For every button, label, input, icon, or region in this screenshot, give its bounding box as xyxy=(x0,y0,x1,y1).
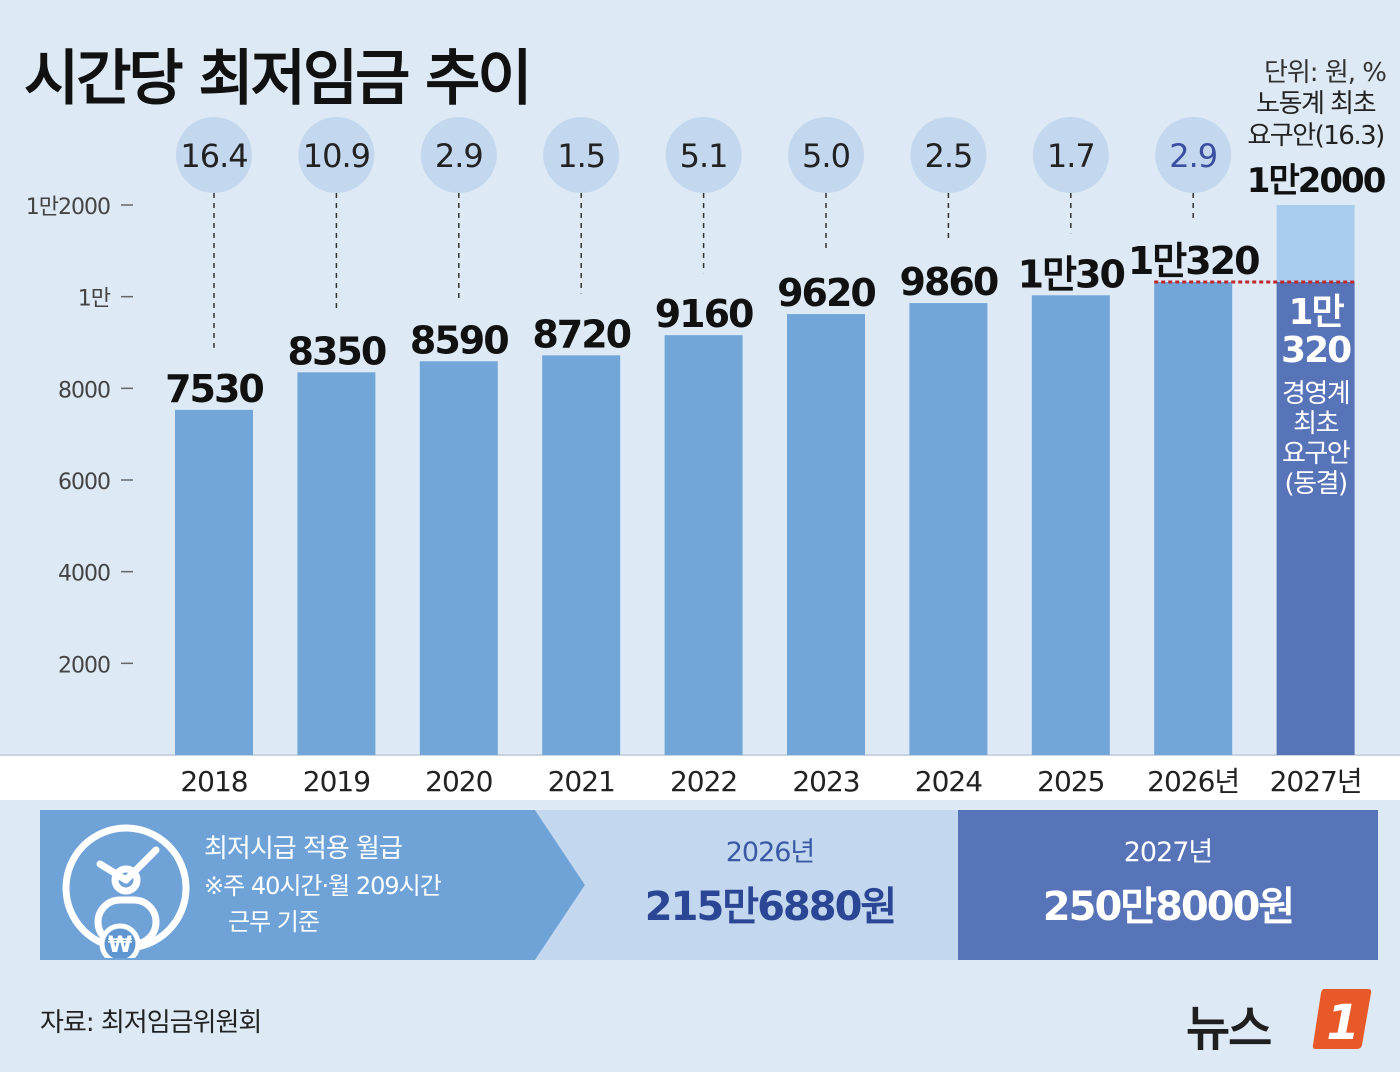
value-label: 9160 xyxy=(655,292,753,336)
labor-proposal-label: 요구안(16.3) xyxy=(1247,121,1383,151)
value-label: 1만320 xyxy=(1128,239,1259,283)
news1-logo: 뉴스 1 xyxy=(1186,985,1386,1057)
growth-rate-circle xyxy=(1155,117,1232,193)
y-tick-label: 6000 xyxy=(58,470,110,495)
bar xyxy=(664,335,743,755)
labor-proposal-value: 1만2000 xyxy=(1247,161,1386,201)
logo-mark-icon: 1 xyxy=(1312,989,1372,1051)
business-proposal-label: 요구안 xyxy=(1282,439,1350,469)
value-label: 8590 xyxy=(410,318,508,362)
monthly-wage-band: ₩ 최저시급 적용 월급 ※주 40시간·월 209시간 근무 기준 2026년… xyxy=(40,810,1378,960)
business-proposal-value: 320 xyxy=(1281,330,1351,371)
monthly-wage-note: ※주 40시간·월 209시간 xyxy=(204,872,442,900)
wage-2026-value: 215만6880원 xyxy=(644,884,897,930)
x-tick-label: 2020 xyxy=(425,765,492,798)
growth-rate-circle xyxy=(176,117,252,193)
x-tick-label: 2022 xyxy=(670,765,737,798)
growth-rate-label: 2.5 xyxy=(924,137,972,175)
growth-rate-circle xyxy=(788,117,864,193)
x-tick-label: 2021 xyxy=(548,765,615,798)
y-tick-label: 2000 xyxy=(58,653,110,678)
svg-text:₩: ₩ xyxy=(108,933,132,958)
bar xyxy=(1031,295,1110,755)
chart-title: 시간당 최저임금 추이 xyxy=(24,44,533,114)
bar-chart: 2000 4000 6000 8000 1만 1만2000 16.4 7530 2018 10.9… xyxy=(0,89,1400,800)
unit-label: 단위: 원, % xyxy=(1263,58,1387,88)
growth-rate-circle xyxy=(298,117,375,193)
value-label: 9620 xyxy=(777,271,875,315)
monthly-wage-title: 최저시급 적용 월급 xyxy=(204,834,403,864)
monthly-wage-2026-segment xyxy=(535,810,958,960)
growth-rate-circle xyxy=(665,117,742,193)
bar-labor-proposal xyxy=(1276,205,1355,282)
logo-text: 뉴스 xyxy=(1186,1001,1272,1057)
y-tick-label: 1만 xyxy=(78,287,111,312)
growth-rate-label: 2.9 xyxy=(435,137,483,175)
bar xyxy=(175,409,253,755)
growth-rate-circle xyxy=(1032,117,1109,193)
logo-mark-digit: 1 xyxy=(1326,995,1359,1051)
business-proposal-label: (동결) xyxy=(1285,469,1347,499)
business-proposal-value: 1만 xyxy=(1289,292,1345,333)
growth-rate-circle xyxy=(420,117,497,193)
bar-business-proposal xyxy=(1276,282,1355,755)
x-axis-band xyxy=(0,755,1400,800)
bar xyxy=(419,361,498,755)
growth-rate-label: 5.0 xyxy=(802,137,850,175)
bar xyxy=(787,314,865,755)
x-tick-label: 2025 xyxy=(1037,765,1104,798)
business-proposal-label: 경영계 xyxy=(1282,379,1349,409)
growth-rate-label: 2.9 xyxy=(1169,137,1217,175)
y-tick-label: 8000 xyxy=(58,378,110,403)
growth-rate-circle xyxy=(543,117,620,193)
x-tick-label: 2018 xyxy=(180,765,247,798)
growth-rate-circle xyxy=(910,117,987,193)
x-tick-label: 2023 xyxy=(792,765,859,798)
value-label: 7530 xyxy=(165,367,263,411)
value-label: 1만30 xyxy=(1018,252,1125,296)
growth-rate-label: 10.9 xyxy=(303,137,370,175)
bar xyxy=(297,372,376,755)
bar xyxy=(1154,282,1233,755)
wage-2027-value: 250만8000원 xyxy=(1042,884,1295,930)
business-proposal-label: 최초 xyxy=(1293,409,1338,439)
year-2026-label: 2026년 xyxy=(725,837,816,868)
x-tick-label: 2026년 xyxy=(1147,765,1239,798)
growth-rate-label: 5.1 xyxy=(680,137,728,175)
growth-rate-label: 16.4 xyxy=(180,137,247,175)
source-note: 자료: 최저임금위원회 xyxy=(40,1008,262,1038)
labor-proposal-label: 노동계 최초 xyxy=(1256,89,1375,119)
year-2027-label: 2027년 xyxy=(1123,837,1214,868)
bar xyxy=(542,355,621,755)
bar xyxy=(909,303,988,755)
clock-wage-icon: ₩ xyxy=(62,824,190,958)
x-tick-label: 2027년 xyxy=(1270,765,1362,798)
y-tick-label: 1만2000 xyxy=(26,195,110,220)
growth-rate-label: 1.5 xyxy=(557,137,605,175)
x-tick-label: 2024 xyxy=(915,765,982,798)
value-label: 9860 xyxy=(900,260,998,304)
value-label: 8350 xyxy=(288,329,386,373)
value-label: 8720 xyxy=(532,312,630,356)
monthly-wage-2027-segment xyxy=(958,810,1378,960)
y-tick-label: 4000 xyxy=(58,562,110,587)
growth-rate-label: 1.7 xyxy=(1047,137,1095,175)
x-tick-label: 2019 xyxy=(303,765,370,798)
monthly-wage-note-cont: 근무 기준 xyxy=(228,908,320,936)
